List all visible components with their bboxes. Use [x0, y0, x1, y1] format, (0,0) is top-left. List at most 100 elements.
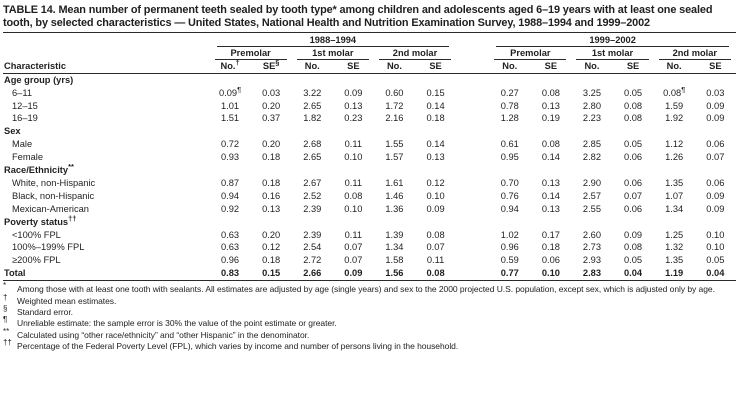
- measure-header: No.: [571, 60, 613, 74]
- value-cell: 0.37: [262, 113, 281, 124]
- section-row: Poverty status††: [3, 213, 736, 229]
- value-cell: 0.08: [624, 100, 643, 111]
- table-row: 12–15 1.01 0.20 2.65 0.13 1.72 0.14 0.78 0.13 2.8…: [3, 100, 736, 113]
- measure-header: No.: [373, 60, 415, 74]
- footnote-marker: §: [275, 57, 280, 67]
- value-cell: 0.93: [221, 152, 240, 163]
- tooth-header-2nd-molar-2: 2nd molar: [654, 47, 736, 61]
- value-cell: 0.13: [541, 100, 560, 111]
- period-label: 1988–1994: [216, 35, 450, 48]
- value-cell: 1.61: [385, 177, 404, 188]
- row-label: <100% FPL: [12, 229, 61, 240]
- value-cell: 1.12: [665, 139, 684, 150]
- value-cell: 0.10: [530, 267, 572, 282]
- group-gap: [456, 190, 489, 203]
- measure-header: SE: [414, 60, 457, 74]
- footnote-text: Among those with at least one tooth with…: [17, 284, 715, 295]
- value-cell: 0.76: [500, 190, 519, 201]
- group-gap: [456, 151, 489, 164]
- value-cell: 1.34: [665, 203, 684, 214]
- value-cell: 0.11: [344, 139, 363, 150]
- group-gap: [456, 47, 489, 60]
- value-cell: 1.35: [665, 177, 684, 188]
- section-row: Race/Ethnicity**: [3, 161, 736, 177]
- tooth-header-premolar-1: Premolar: [210, 47, 292, 61]
- tooth-header-2nd-molar-1: 2nd molar: [374, 47, 456, 61]
- value-cell: 0.06: [541, 255, 560, 266]
- footnote: † Weighted mean estimates.: [3, 292, 736, 307]
- section-label: Sex: [4, 126, 21, 137]
- value-cell: 0.09: [706, 203, 725, 214]
- value-cell: 0.20: [262, 229, 281, 240]
- value-cell: 2.54: [303, 242, 322, 253]
- period-header-1988-1994: 1988–1994: [210, 34, 457, 48]
- value-cell: 0.08: [541, 139, 560, 150]
- row-label: 6–11: [12, 87, 32, 98]
- value-cell: 2.68: [303, 139, 322, 150]
- value-cell: 0.07: [344, 255, 363, 266]
- footnote-marker: †: [3, 292, 8, 302]
- value-cell: 0.20: [262, 100, 281, 111]
- value-cell: 2.55: [582, 203, 602, 214]
- value-cell: 0.18: [262, 255, 281, 266]
- value-cell: 2.93: [582, 255, 602, 266]
- value-cell: 2.83: [571, 267, 613, 282]
- table-row: Male 0.72 0.20 2.68 0.11 1.55 0.14 0.61 0.08 2.85…: [3, 138, 736, 151]
- value-cell: 0.06: [624, 203, 643, 214]
- value-cell: 0.94: [221, 190, 240, 201]
- row-label: Black, non-Hispanic: [12, 190, 95, 201]
- value-cell: 2.85: [582, 139, 602, 150]
- row-label: ≥200% FPL: [12, 255, 61, 266]
- footnote-marker: †: [235, 57, 240, 67]
- value-cell: 0.72: [221, 139, 240, 150]
- value-cell: 3.25: [582, 87, 602, 98]
- value-cell: 0.08: [426, 229, 445, 240]
- section-label: Poverty status††: [4, 213, 77, 227]
- characteristic-header: Characteristic: [3, 60, 210, 74]
- value-cell: 0.20: [262, 139, 281, 150]
- value-cell: 2.65: [303, 100, 322, 111]
- value-cell: 0.09: [706, 190, 725, 201]
- value-cell: 0.19: [541, 113, 560, 124]
- value-cell: 0.05: [624, 255, 643, 266]
- footnote-marker: ¶: [681, 84, 686, 94]
- value-cell: 0.09: [706, 113, 725, 124]
- footnote-marker: **: [68, 161, 74, 171]
- row-label: Female: [12, 152, 44, 163]
- value-cell: 0.10: [426, 190, 445, 201]
- value-cell: 1.02: [500, 229, 519, 240]
- measure-header-row: Characteristic No.† SE§ No. SE No. SE No. SE No. S…: [3, 57, 736, 74]
- footnote-marker: *: [3, 281, 7, 291]
- value-cell: 1.26: [665, 152, 684, 163]
- measure-header: SE: [530, 60, 572, 74]
- value-cell: 0.13: [541, 203, 560, 214]
- value-cell: 0.23: [344, 113, 363, 124]
- value-cell: 0.08: [541, 87, 560, 98]
- value-cell: 0.07: [426, 242, 445, 253]
- footnote-text: Weighted mean estimates.: [17, 295, 117, 306]
- value-cell: 1.58: [385, 255, 404, 266]
- footnote-marker: ††: [3, 338, 12, 348]
- value-cell: 1.32: [665, 242, 684, 253]
- value-cell: 0.06: [706, 177, 725, 188]
- value-cell: 3.22: [303, 87, 322, 98]
- value-cell: 0.03: [262, 87, 281, 98]
- value-cell: 2.60: [582, 229, 602, 240]
- group-gap: [456, 87, 489, 100]
- value-cell: 0.14: [541, 152, 560, 163]
- measure-header: SE: [612, 60, 654, 74]
- tooth-header-1st-molar-2: 1st molar: [571, 47, 653, 61]
- footnote: § Standard error.: [3, 305, 736, 318]
- value-cell: 1.39: [385, 229, 404, 240]
- value-cell: 1.92: [665, 113, 684, 124]
- value-cell: 1.82: [303, 113, 322, 124]
- footnote: †† Percentage of the Federal Poverty Leve…: [3, 338, 736, 352]
- group-gap: [456, 177, 489, 190]
- value-cell: 0.07: [344, 242, 363, 253]
- value-cell: 1.25: [665, 229, 684, 240]
- value-cell: 0.09¶: [219, 84, 242, 98]
- section-row: Age group (yrs): [3, 73, 736, 86]
- value-cell: 0.63: [221, 229, 240, 240]
- value-cell: 1.59: [665, 100, 684, 111]
- value-cell: 1.72: [385, 100, 404, 111]
